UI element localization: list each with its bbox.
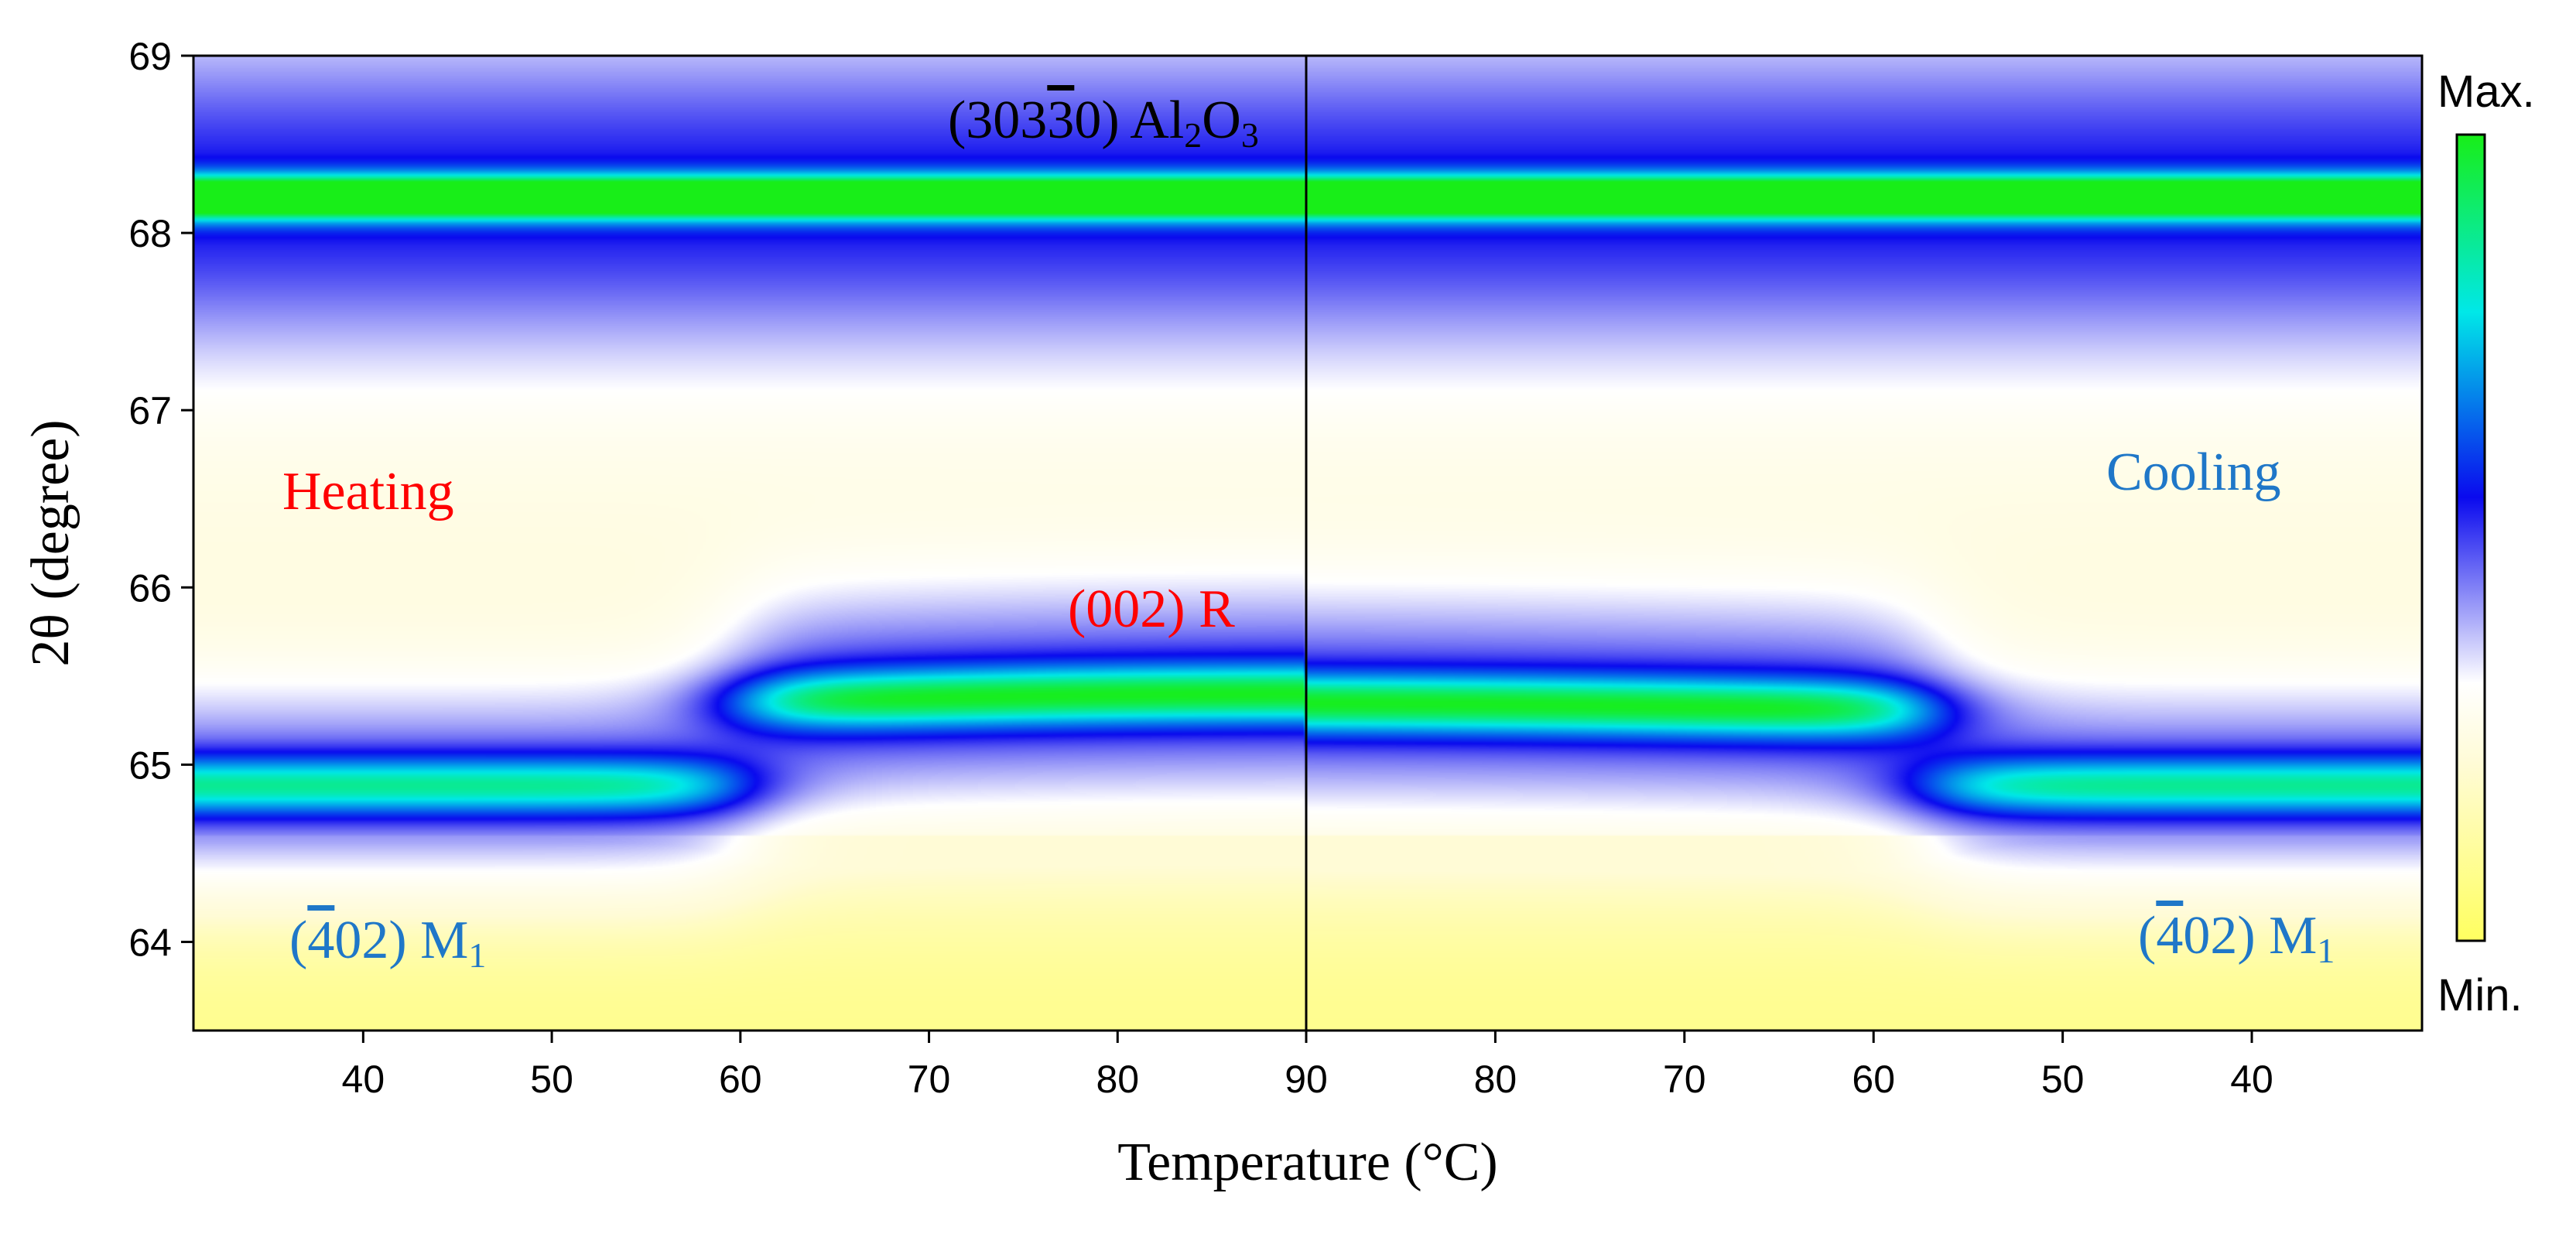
heating-label: Heating [282, 462, 454, 521]
colorbar-max-label: Max. [2437, 67, 2535, 117]
x-tick-label: 80 [1096, 1058, 1139, 1101]
rutile-002-label: (002) R [1068, 579, 1235, 639]
cooling-label: Cooling [2106, 443, 2281, 502]
y-axis-title: 2θ (degree) [21, 419, 80, 666]
x-tick-label: 60 [1852, 1058, 1895, 1101]
colorbar-gradient [2455, 133, 2486, 942]
m1-left-after: 02) M [334, 911, 468, 970]
al2o3-sub-3: 3 [1241, 115, 1259, 155]
y-tick-label: 68 [128, 212, 172, 255]
m1-right-bar: 4 [2156, 906, 2183, 966]
x-tick-label: 50 [530, 1058, 573, 1101]
al2o3-index-start: (303 [948, 91, 1047, 150]
x-tick-label: 80 [1474, 1058, 1517, 1101]
heatmap-area [193, 56, 2422, 1031]
colorbar: Max. Min. [2437, 67, 2535, 1020]
m1-right-label: (402) M1 [2138, 906, 2335, 970]
y-tick-label: 66 [128, 566, 172, 610]
x-tick-label: 40 [2230, 1058, 2273, 1101]
y-tick-label: 67 [128, 389, 172, 432]
x-tick-label: 50 [2041, 1058, 2085, 1101]
al2o3-index-bar: 3 [1047, 91, 1074, 150]
y-tick-label: 64 [128, 921, 172, 964]
x-axis: 40 50 60 70 80 90 80 70 60 50 40 [342, 1031, 2273, 1101]
al2o3-sub-2: 2 [1184, 115, 1202, 155]
m1-right-open: ( [2138, 906, 2156, 966]
x-tick-label: 70 [1663, 1058, 1706, 1101]
al2o3-o: O [1202, 91, 1241, 150]
al2o3-index-end: 0) Al [1074, 91, 1184, 150]
m1-left-open: ( [289, 911, 307, 970]
m1-right-sub: 1 [2317, 931, 2335, 970]
x-tick-label: 90 [1285, 1058, 1328, 1101]
y-tick-label: 69 [128, 35, 172, 78]
x-axis-title: Temperature (°C) [1117, 1133, 1497, 1192]
m1-left-bar: 4 [307, 911, 334, 970]
al2o3-3030-label: (30330) Al2O3 [948, 91, 1259, 155]
y-axis: 64 65 66 67 68 69 [128, 35, 193, 964]
x-tick-label: 40 [342, 1058, 385, 1101]
x-tick-label: 70 [908, 1058, 951, 1101]
plot-frame [192, 54, 2424, 1032]
x-tick-label: 60 [719, 1058, 762, 1101]
colorbar-min-label: Min. [2437, 970, 2523, 1020]
m1-right-after: 02) M [2183, 906, 2317, 966]
m1-left-label: (402) M1 [289, 911, 486, 975]
m1-left-sub: 1 [468, 935, 486, 975]
y-tick-label: 65 [128, 743, 172, 787]
